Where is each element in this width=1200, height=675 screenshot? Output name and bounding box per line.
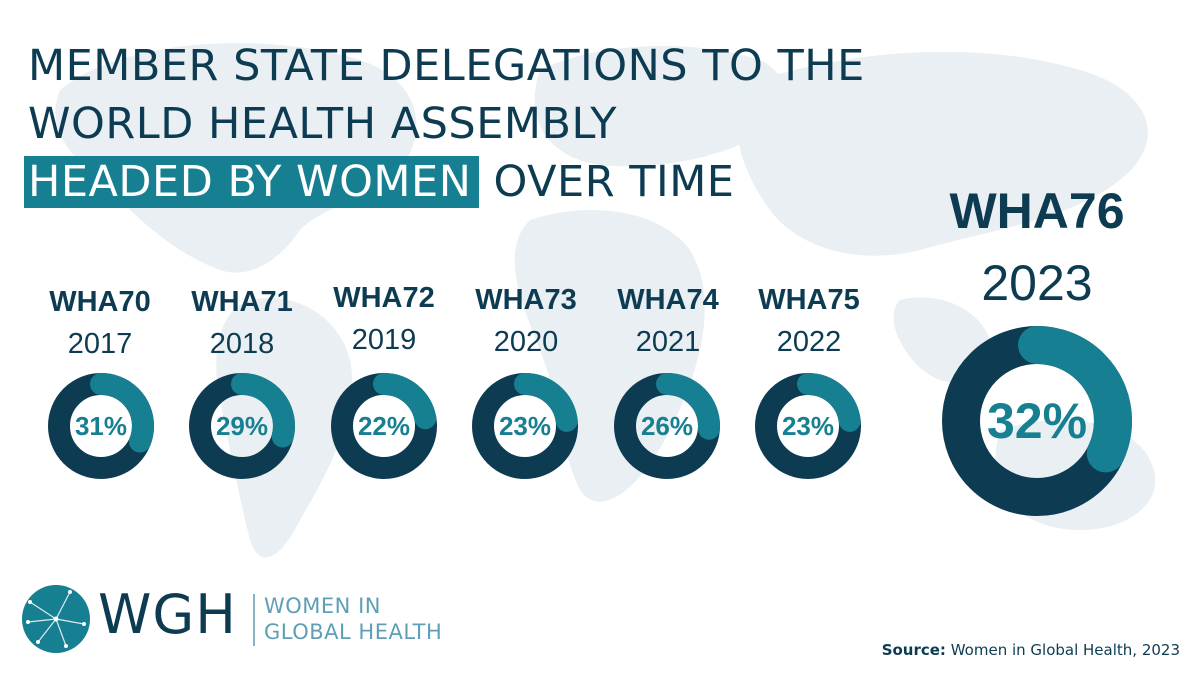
donut-value-wha71: 29% bbox=[216, 411, 268, 441]
logo-line-2: GLOBAL HEALTH bbox=[264, 620, 443, 644]
donut-value-wha75: 23% bbox=[782, 411, 834, 441]
source-text: Women in Global Health, 2023 bbox=[950, 641, 1180, 659]
donut-segment-wha75 bbox=[755, 373, 861, 479]
label-wha73: WHA73 bbox=[475, 284, 577, 316]
title-highlight: HEADED BY WOMEN bbox=[24, 156, 480, 208]
label-wha72: WHA72 bbox=[333, 282, 435, 314]
label-year-2019: 2019 bbox=[351, 324, 417, 356]
title-rest: OVER TIME bbox=[493, 157, 735, 207]
logo-acronym: WGH bbox=[98, 583, 237, 646]
label-wha74: WHA74 bbox=[617, 284, 719, 316]
label-year-2017: 2017 bbox=[67, 328, 133, 360]
donut-value-wha70: 31% bbox=[75, 411, 127, 441]
label-year-2022: 2022 bbox=[776, 326, 842, 358]
label-wha76: WHA76 bbox=[949, 183, 1125, 239]
logo-line-1: WOMEN IN bbox=[264, 594, 381, 618]
label-year-2018: 2018 bbox=[209, 328, 275, 360]
label-wha70: WHA70 bbox=[49, 286, 151, 318]
title-line-3: HEADED BY WOMEN OVER TIME bbox=[24, 156, 735, 208]
label-year-2020: 2020 bbox=[493, 326, 559, 358]
label-year-2021: 2021 bbox=[635, 326, 701, 358]
donut-value-wha72: 22% bbox=[358, 411, 410, 441]
source-label: Source: bbox=[881, 641, 946, 659]
logo-divider bbox=[253, 594, 255, 646]
donut-segment-wha71 bbox=[189, 373, 295, 479]
donut-segment-wha73 bbox=[472, 373, 578, 479]
donut-segment-wha76 bbox=[942, 326, 1132, 516]
title-line-2: WORLD HEALTH ASSEMBLY bbox=[28, 99, 617, 149]
donut-segment-wha70 bbox=[48, 373, 154, 479]
donut-value-wha73: 23% bbox=[499, 411, 551, 441]
source-note: Source: Women in Global Health, 2023 bbox=[882, 641, 1180, 659]
label-year-2023: 2023 bbox=[981, 255, 1093, 311]
label-wha71: WHA71 bbox=[191, 286, 293, 318]
donut-value-wha74: 26% bbox=[641, 411, 693, 441]
donut-segment-wha72 bbox=[331, 373, 437, 479]
label-wha75: WHA75 bbox=[758, 284, 860, 316]
donut-segment-wha74 bbox=[614, 373, 720, 479]
title-line-1: MEMBER STATE DELEGATIONS TO THE bbox=[28, 41, 865, 91]
donut-value-wha76: 32% bbox=[987, 393, 1087, 449]
wgh-logo-mark bbox=[22, 585, 90, 653]
